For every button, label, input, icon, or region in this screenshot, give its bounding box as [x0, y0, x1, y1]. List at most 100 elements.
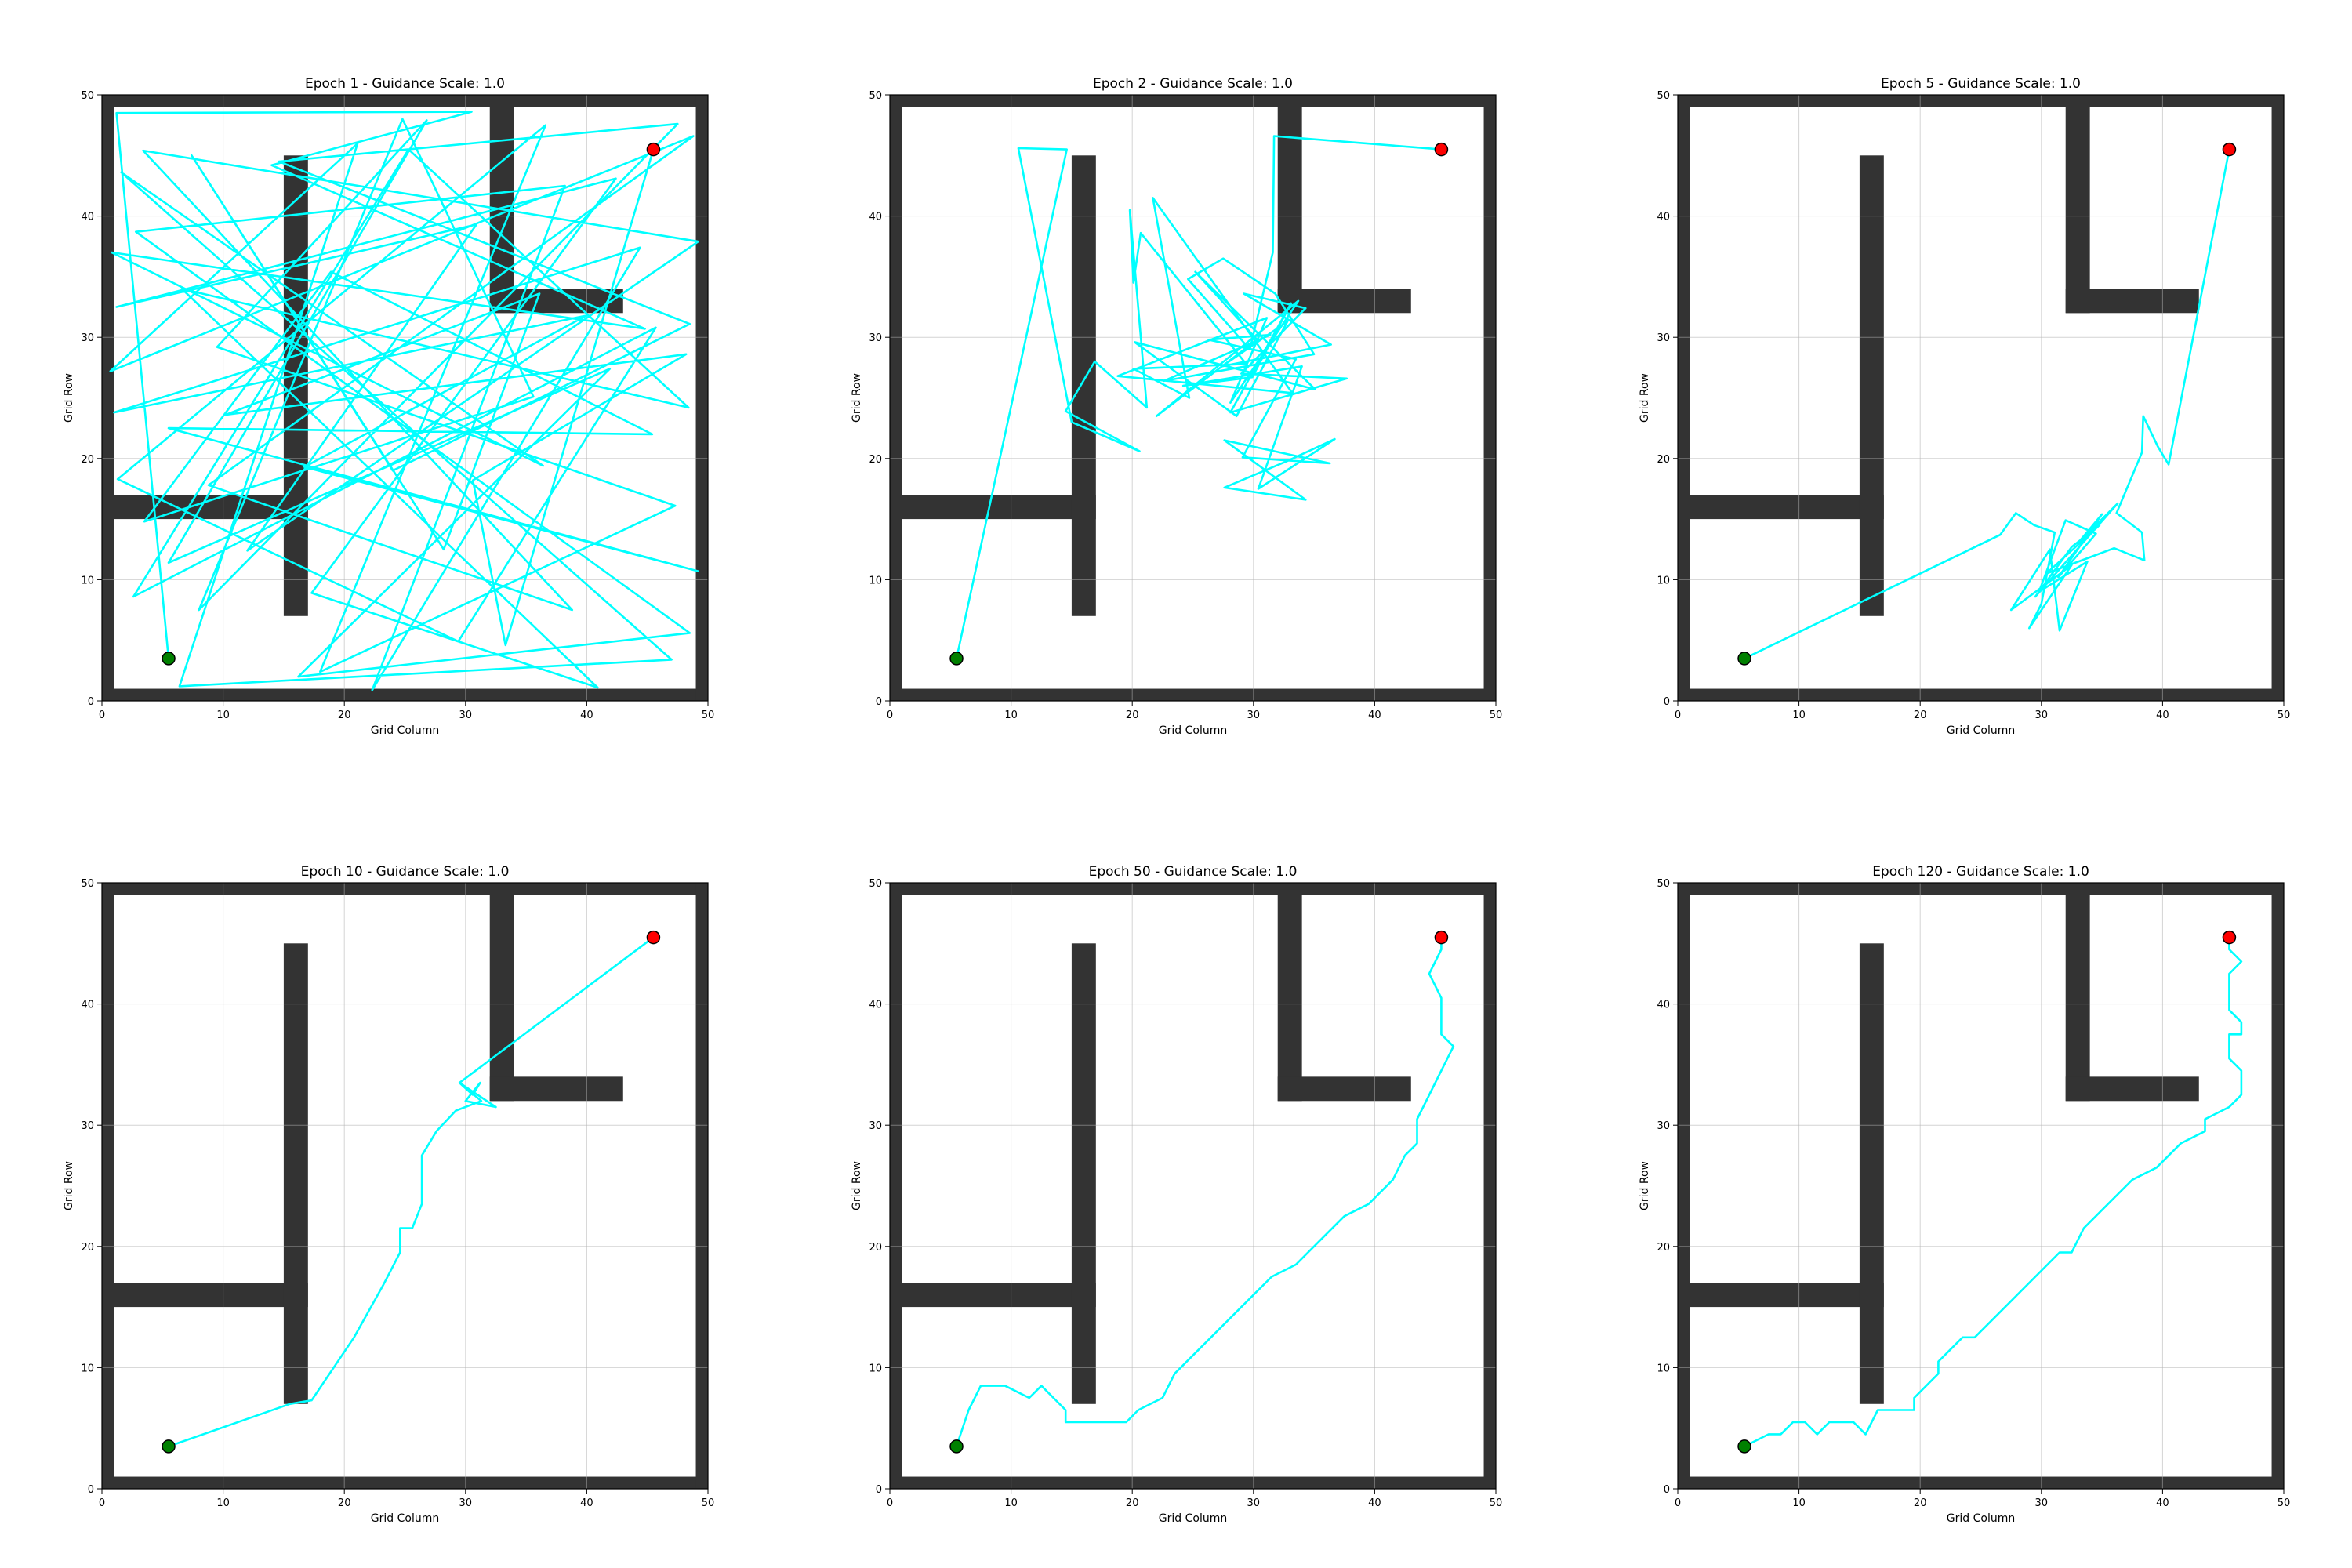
x-tick-label: 20: [338, 710, 351, 721]
wall-1: [890, 688, 1496, 701]
chart-title: Epoch 120 - Guidance Scale: 1.0: [1872, 864, 2089, 880]
y-axis-label: Grid Row: [1639, 373, 1651, 423]
y-axis-label: Grid Row: [63, 373, 75, 423]
chart-panel-1: 0 10 20 30 40 50 0 10 20 30 40 50 Epoch 1 - Guidance…: [63, 76, 714, 737]
wall-5: [902, 1283, 1096, 1308]
x-tick-label: 20: [338, 1497, 351, 1509]
trajectory-path: [955, 135, 1443, 660]
x-axis-label: Grid Column: [371, 1512, 439, 1525]
x-tick-label: 10: [1004, 710, 1018, 721]
wall-8: [2065, 1076, 2199, 1102]
chart-panel-4: 0 10 20 30 40 50 0 10 20 30 40 50 Epoch 10 - Guidanc…: [63, 864, 714, 1525]
axes-frame: [889, 882, 1497, 1490]
wall-5: [1690, 1283, 1884, 1308]
wall-2: [102, 883, 708, 895]
x-tick-label: 10: [216, 1497, 230, 1509]
wall-3: [890, 883, 902, 1489]
wall-6: [283, 943, 308, 1404]
x-tick-label: 10: [1792, 710, 1806, 721]
y-tick-label: 40: [869, 1000, 882, 1011]
x-tick-label: 50: [702, 710, 715, 721]
x-tick-label: 30: [1247, 1497, 1261, 1509]
wall-4: [2271, 883, 2284, 1489]
x-tick-label: 50: [2278, 710, 2291, 721]
y-tick-label: 50: [869, 90, 882, 102]
x-tick-label: 0: [99, 1497, 105, 1509]
y-tick-label: 10: [81, 1363, 94, 1374]
x-tick-label: 30: [2035, 710, 2049, 721]
axes-frame: [889, 94, 1497, 702]
y-tick-label: 40: [869, 212, 882, 223]
y-tick-label: 20: [869, 454, 882, 466]
y-tick-label: 40: [1657, 1000, 1670, 1011]
y-tick-label: 0: [1664, 1484, 1670, 1496]
axes-frame: [101, 882, 709, 1490]
wall-5: [1690, 495, 1884, 520]
x-tick-label: 40: [2156, 1497, 2169, 1509]
x-tick-label: 50: [1490, 1497, 1503, 1509]
chart-panel-5: 0 10 20 30 40 50 0 10 20 30 40 50 Epoch 50 - Guidanc…: [851, 864, 1502, 1525]
x-tick-label: 30: [459, 1497, 473, 1509]
y-tick-label: 40: [81, 212, 94, 223]
x-tick-label: 20: [1126, 1497, 1139, 1509]
y-tick-label: 20: [1657, 1242, 1670, 1254]
x-tick-label: 30: [459, 710, 473, 721]
trajectory-path: [955, 936, 1455, 1448]
wall-2: [1678, 95, 2284, 107]
start-marker: [1737, 652, 1751, 666]
wall-4: [1483, 95, 1496, 701]
y-tick-label: 20: [81, 454, 94, 466]
wall-4: [1483, 883, 1496, 1489]
start-marker: [162, 652, 176, 666]
wall-7: [1277, 107, 1302, 314]
y-axis-label: Grid Row: [63, 1161, 75, 1210]
y-tick-label: 30: [81, 1120, 94, 1132]
wall-2: [890, 883, 1496, 895]
y-axis-label: Grid Row: [851, 1161, 863, 1210]
plot-area: [1678, 883, 2284, 1489]
x-tick-label: 50: [2278, 1497, 2291, 1509]
y-tick-label: 10: [869, 1363, 882, 1374]
plot-area: [102, 883, 708, 1489]
chart-panel-6: 0 10 20 30 40 50 0 10 20 30 40 50 Epoch 120 - Guidan…: [1639, 864, 2290, 1525]
y-tick-label: 30: [1657, 332, 1670, 344]
x-axis-label: Grid Column: [1947, 724, 2015, 737]
wall-1: [102, 688, 708, 701]
y-tick-label: 50: [1657, 878, 1670, 890]
chart-title: Epoch 2 - Guidance Scale: 1.0: [1093, 76, 1293, 92]
y-tick-label: 30: [81, 332, 94, 344]
y-tick-label: 20: [81, 1242, 94, 1254]
wall-3: [102, 95, 114, 701]
goal-marker: [646, 142, 661, 157]
wall-4: [695, 883, 708, 1489]
wall-6: [1859, 943, 1884, 1404]
y-axis-label: Grid Row: [851, 373, 863, 423]
y-tick-label: 50: [81, 90, 94, 102]
goal-marker: [1434, 142, 1449, 157]
wall-1: [1678, 1476, 2284, 1489]
y-tick-label: 10: [869, 575, 882, 586]
start-marker: [949, 652, 964, 666]
axes-frame: [1677, 882, 2285, 1490]
y-tick-label: 0: [88, 1484, 94, 1496]
wall-7: [1277, 895, 1302, 1102]
wall-1: [102, 1476, 708, 1489]
x-tick-label: 40: [580, 710, 593, 721]
wall-4: [695, 95, 708, 701]
wall-2: [102, 95, 708, 107]
trajectory-path: [1743, 936, 2243, 1448]
x-axis-label: Grid Column: [1947, 1512, 2015, 1525]
wall-7: [2065, 107, 2090, 314]
wall-2: [890, 95, 1496, 107]
wall-6: [1071, 943, 1096, 1404]
y-tick-label: 0: [88, 696, 94, 708]
wall-8: [489, 1076, 623, 1102]
x-tick-label: 40: [1368, 1497, 1381, 1509]
chart-title: Epoch 10 - Guidance Scale: 1.0: [301, 864, 510, 880]
y-axis-label: Grid Row: [1639, 1161, 1651, 1210]
goal-marker: [1434, 930, 1449, 945]
y-tick-label: 10: [81, 575, 94, 586]
chart-title: Epoch 50 - Guidance Scale: 1.0: [1089, 864, 1298, 880]
wall-8: [1277, 289, 1411, 314]
